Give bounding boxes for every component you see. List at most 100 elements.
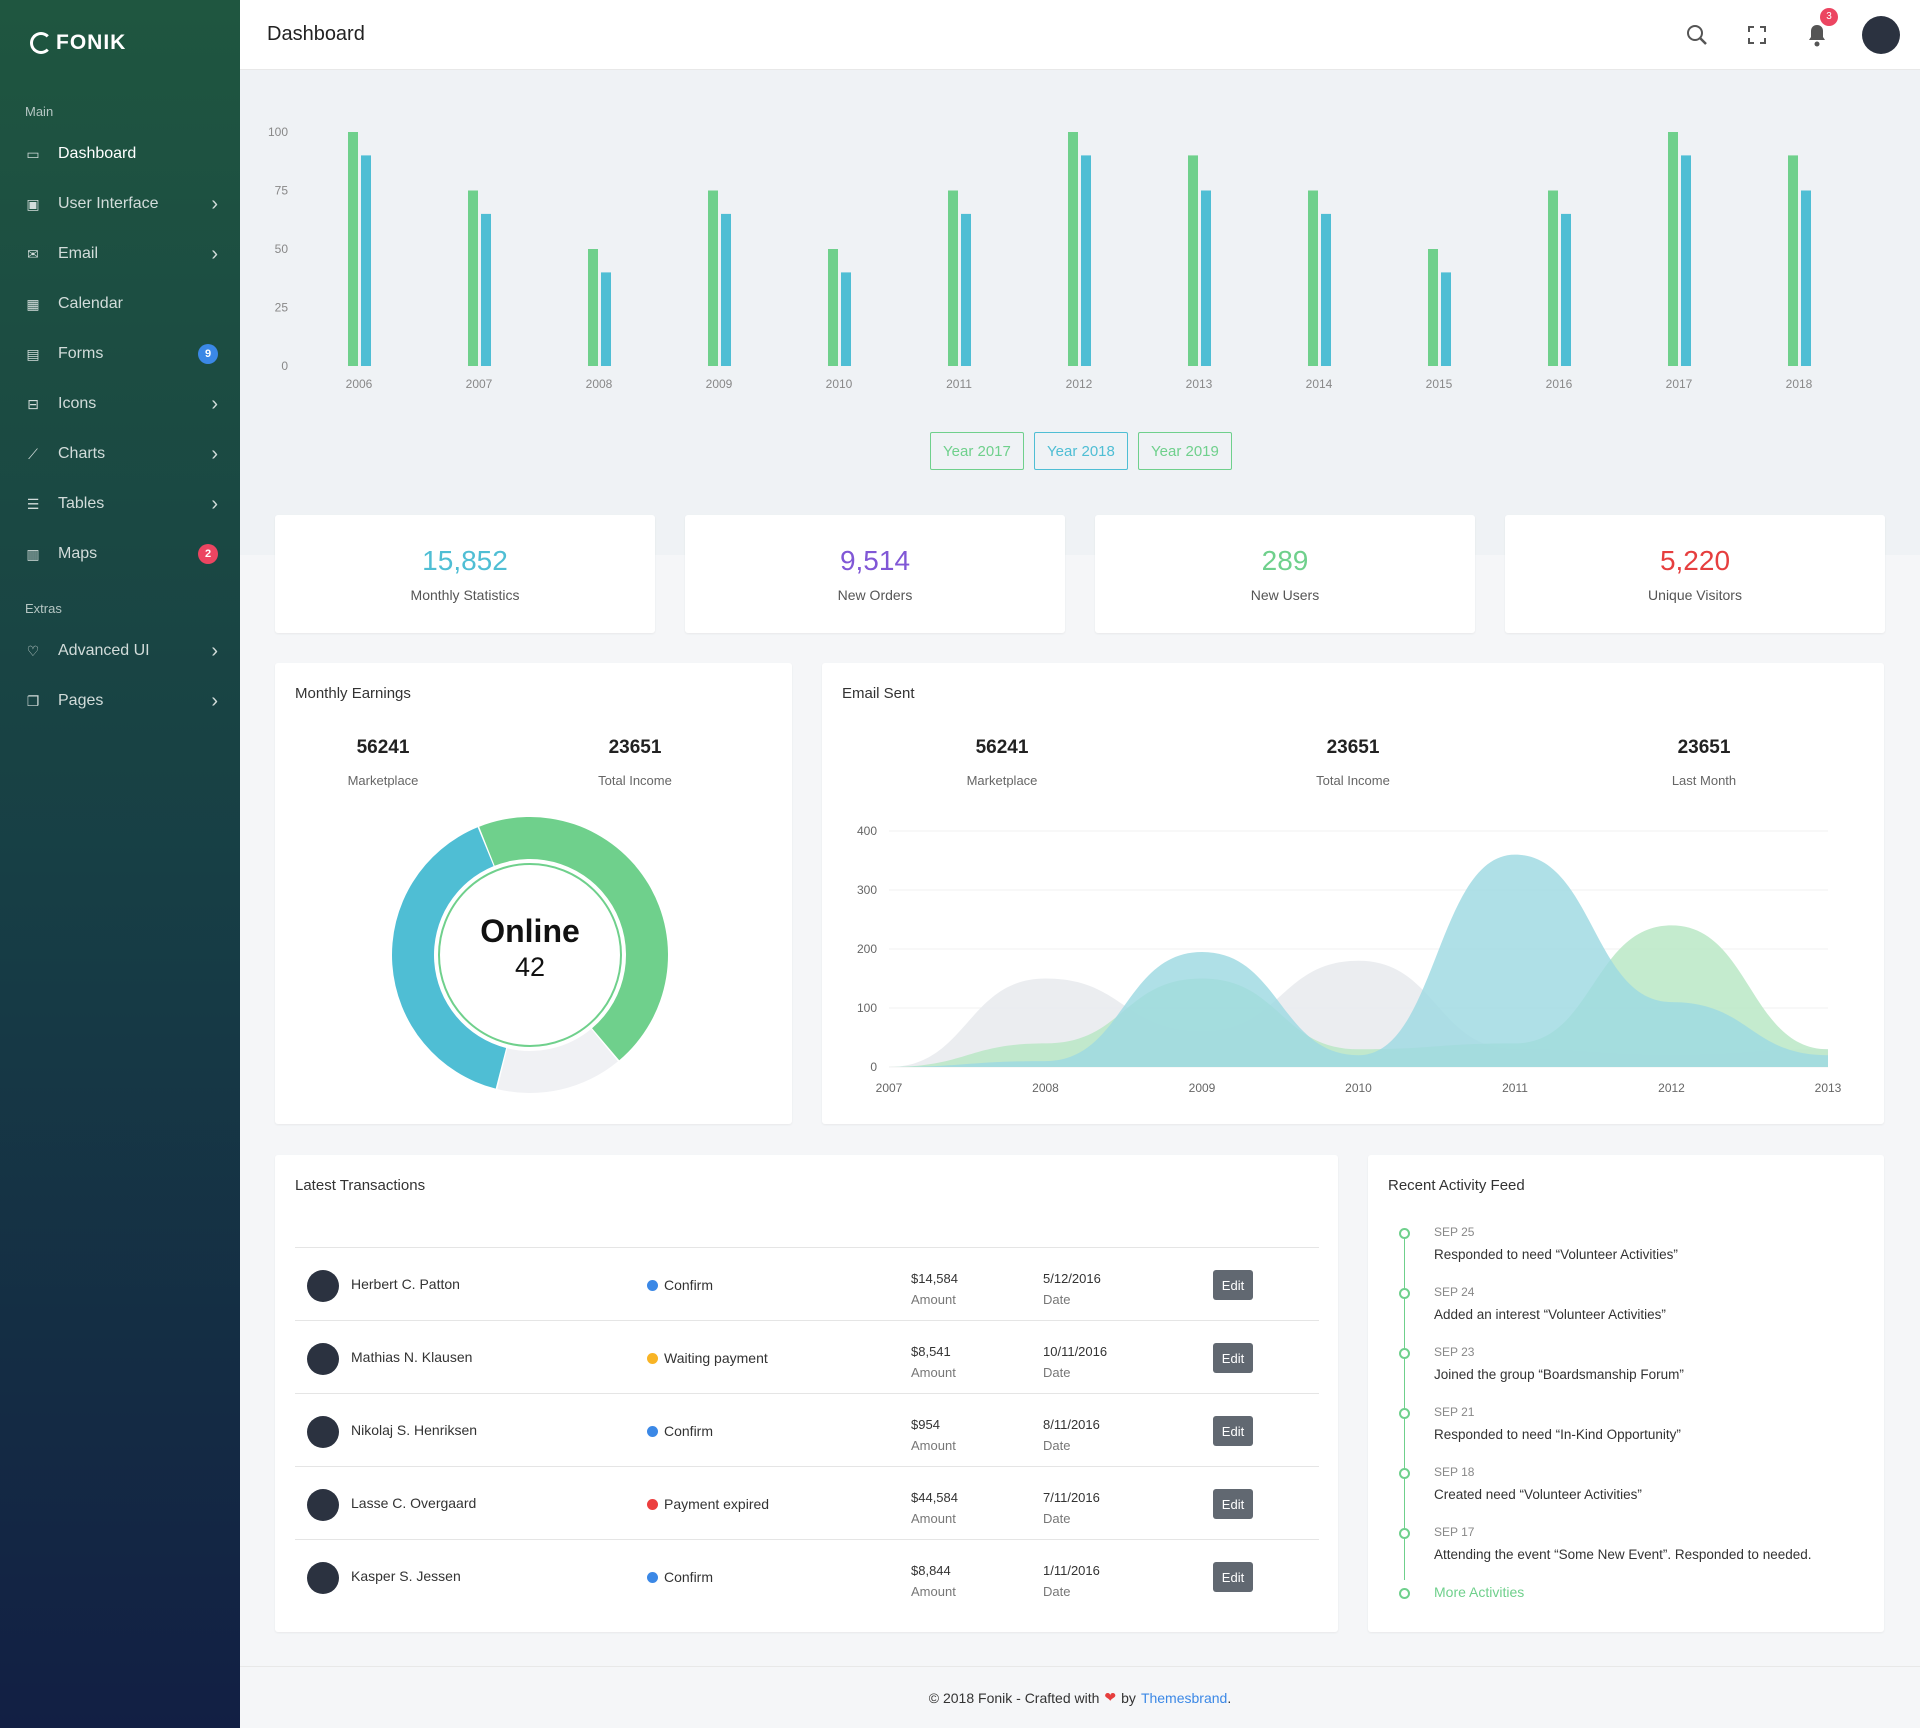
heart-icon: ♡ xyxy=(26,642,40,659)
brand-logo[interactable]: FONIK xyxy=(0,0,240,86)
sidebar-item-charts[interactable]: ⟋ Charts › xyxy=(0,429,240,479)
stat-label: Monthly Statistics xyxy=(410,587,520,603)
amount-label: Amount xyxy=(911,1584,956,1599)
more-activities-link[interactable]: More Activities xyxy=(1434,1584,1525,1600)
earnings-kpi: 23651 Total Income xyxy=(575,737,695,788)
bar[interactable] xyxy=(601,272,611,366)
x-tick-label: 2012 xyxy=(1066,377,1093,391)
year-button[interactable]: Year 2019 xyxy=(1138,432,1232,470)
activity-date: SEP 21 xyxy=(1434,1405,1475,1419)
edit-button[interactable]: Edit xyxy=(1213,1343,1253,1373)
bar[interactable] xyxy=(1321,213,1331,366)
bar[interactable] xyxy=(1681,155,1691,366)
chevron-right-icon: › xyxy=(211,392,218,415)
y-tick-label: 200 xyxy=(857,942,877,956)
chevron-right-icon: › xyxy=(211,242,218,265)
bar[interactable] xyxy=(1561,213,1571,366)
area-series[interactable] xyxy=(889,854,1828,1067)
x-tick-label: 2018 xyxy=(1786,377,1813,391)
bar[interactable] xyxy=(961,213,971,366)
sidebar-item-tables[interactable]: ☰ Tables › xyxy=(0,479,240,529)
sidebar-item-icons[interactable]: ⊟ Icons › xyxy=(0,379,240,429)
stat-card: 5,220 Unique Visitors xyxy=(1505,515,1885,633)
sidebar-item-label: Icons xyxy=(58,395,97,412)
activity-date: SEP 17 xyxy=(1434,1525,1475,1539)
bar[interactable] xyxy=(1548,190,1558,367)
bar[interactable] xyxy=(1068,132,1078,366)
edit-button[interactable]: Edit xyxy=(1213,1270,1253,1300)
fullscreen-icon[interactable] xyxy=(1742,20,1772,50)
bar[interactable] xyxy=(1201,190,1211,367)
donut-slice[interactable] xyxy=(391,827,507,1089)
year-button[interactable]: Year 2017 xyxy=(930,432,1024,470)
edit-button[interactable]: Edit xyxy=(1213,1416,1253,1446)
bar[interactable] xyxy=(948,190,958,367)
sidebar-item-user-interface[interactable]: ▣ User Interface › xyxy=(0,179,240,229)
bar[interactable] xyxy=(1788,155,1798,366)
timeline-line xyxy=(1404,1235,1405,1580)
sidebar-item-maps[interactable]: ▥ Maps 2 xyxy=(0,529,240,579)
bell-icon[interactable]: 3 xyxy=(1802,7,1838,50)
status: Confirm xyxy=(647,1277,713,1293)
bar[interactable] xyxy=(588,249,598,366)
mail-icon: ✉ xyxy=(27,245,39,262)
donut-slice[interactable] xyxy=(497,1028,618,1093)
amount-cell: $8,541 Amount xyxy=(911,1341,956,1383)
menu-extras: ♡ Advanced UI › ❐ Pages › xyxy=(0,626,240,726)
bar[interactable] xyxy=(828,249,838,366)
bar[interactable] xyxy=(1188,155,1198,366)
search-icon[interactable] xyxy=(1682,20,1712,50)
date-cell: 8/11/2016 Date xyxy=(1043,1414,1100,1456)
date-label: Date xyxy=(1043,1292,1071,1307)
bar[interactable] xyxy=(348,132,358,366)
bar[interactable] xyxy=(1428,249,1438,366)
customer-name: Nikolaj S. Henriksen xyxy=(351,1422,478,1438)
stat-card: 9,514 New Orders xyxy=(685,515,1065,633)
file-icon: ▤ xyxy=(26,345,40,362)
date-cell: 7/11/2016 Date xyxy=(1043,1487,1100,1529)
edit-button[interactable]: Edit xyxy=(1213,1489,1253,1519)
bar[interactable] xyxy=(468,190,478,367)
bar[interactable] xyxy=(1801,190,1811,367)
bar[interactable] xyxy=(361,155,371,366)
sidebar-item-dashboard[interactable]: ▭ Dashboard xyxy=(0,129,240,179)
sidebar-item-label: Pages xyxy=(58,692,104,709)
themesbrand-link[interactable]: Themesbrand xyxy=(1140,1689,1228,1706)
footer-suffix: . xyxy=(1227,1689,1232,1706)
bar[interactable] xyxy=(708,190,718,367)
bar[interactable] xyxy=(481,213,491,366)
x-tick-label: 2011 xyxy=(1502,1081,1528,1095)
date-label: Date xyxy=(1043,1511,1071,1526)
avatar xyxy=(307,1270,339,1302)
donut-slice[interactable] xyxy=(479,817,668,1061)
sidebar: FONIK Main ▭ Dashboard ▣ User Interface › ✉ Em… xyxy=(0,0,240,1728)
x-tick-label: 2016 xyxy=(1546,377,1573,391)
y-tick-label: 100 xyxy=(857,1001,877,1015)
user-avatar[interactable] xyxy=(1862,15,1900,54)
edit-button[interactable]: Edit xyxy=(1213,1562,1253,1592)
x-tick-label: 2014 xyxy=(1306,377,1333,391)
stat-label: New Orders xyxy=(837,587,913,603)
donut-center: Online 42 xyxy=(450,913,610,983)
bar[interactable] xyxy=(841,272,851,366)
stat-card: 289 New Users xyxy=(1095,515,1475,633)
sidebar-item-email[interactable]: ✉ Email › xyxy=(0,229,240,279)
sidebar-item-advanced-ui[interactable]: ♡ Advanced UI › xyxy=(0,626,240,676)
sidebar-item-pages[interactable]: ❐ Pages › xyxy=(0,676,240,726)
year-button[interactable]: Year 2018 xyxy=(1034,432,1128,470)
bar[interactable] xyxy=(1308,190,1318,367)
date-value: 5/12/2016 xyxy=(1043,1271,1101,1286)
bar[interactable] xyxy=(1668,132,1678,366)
timeline-dot xyxy=(1399,1468,1410,1479)
bar[interactable] xyxy=(1441,272,1451,366)
amount-value: $8,844 xyxy=(911,1563,951,1578)
card-title: Monthly Earnings xyxy=(295,685,411,702)
sidebar-item-calendar[interactable]: ▦ Calendar xyxy=(0,279,240,329)
sidebar-item-label: Forms xyxy=(58,345,104,362)
table-row: Herbert C. Patton Confirm $14,584 Amount 5/1… xyxy=(295,1247,1319,1320)
bar[interactable] xyxy=(1081,155,1091,366)
donut-center-value: 42 xyxy=(514,952,546,982)
list-item: SEP 17 Attending the event “Some New Even… xyxy=(1434,1525,1812,1562)
sidebar-item-forms[interactable]: ▤ Forms 9 xyxy=(0,329,240,379)
bar[interactable] xyxy=(721,213,731,366)
